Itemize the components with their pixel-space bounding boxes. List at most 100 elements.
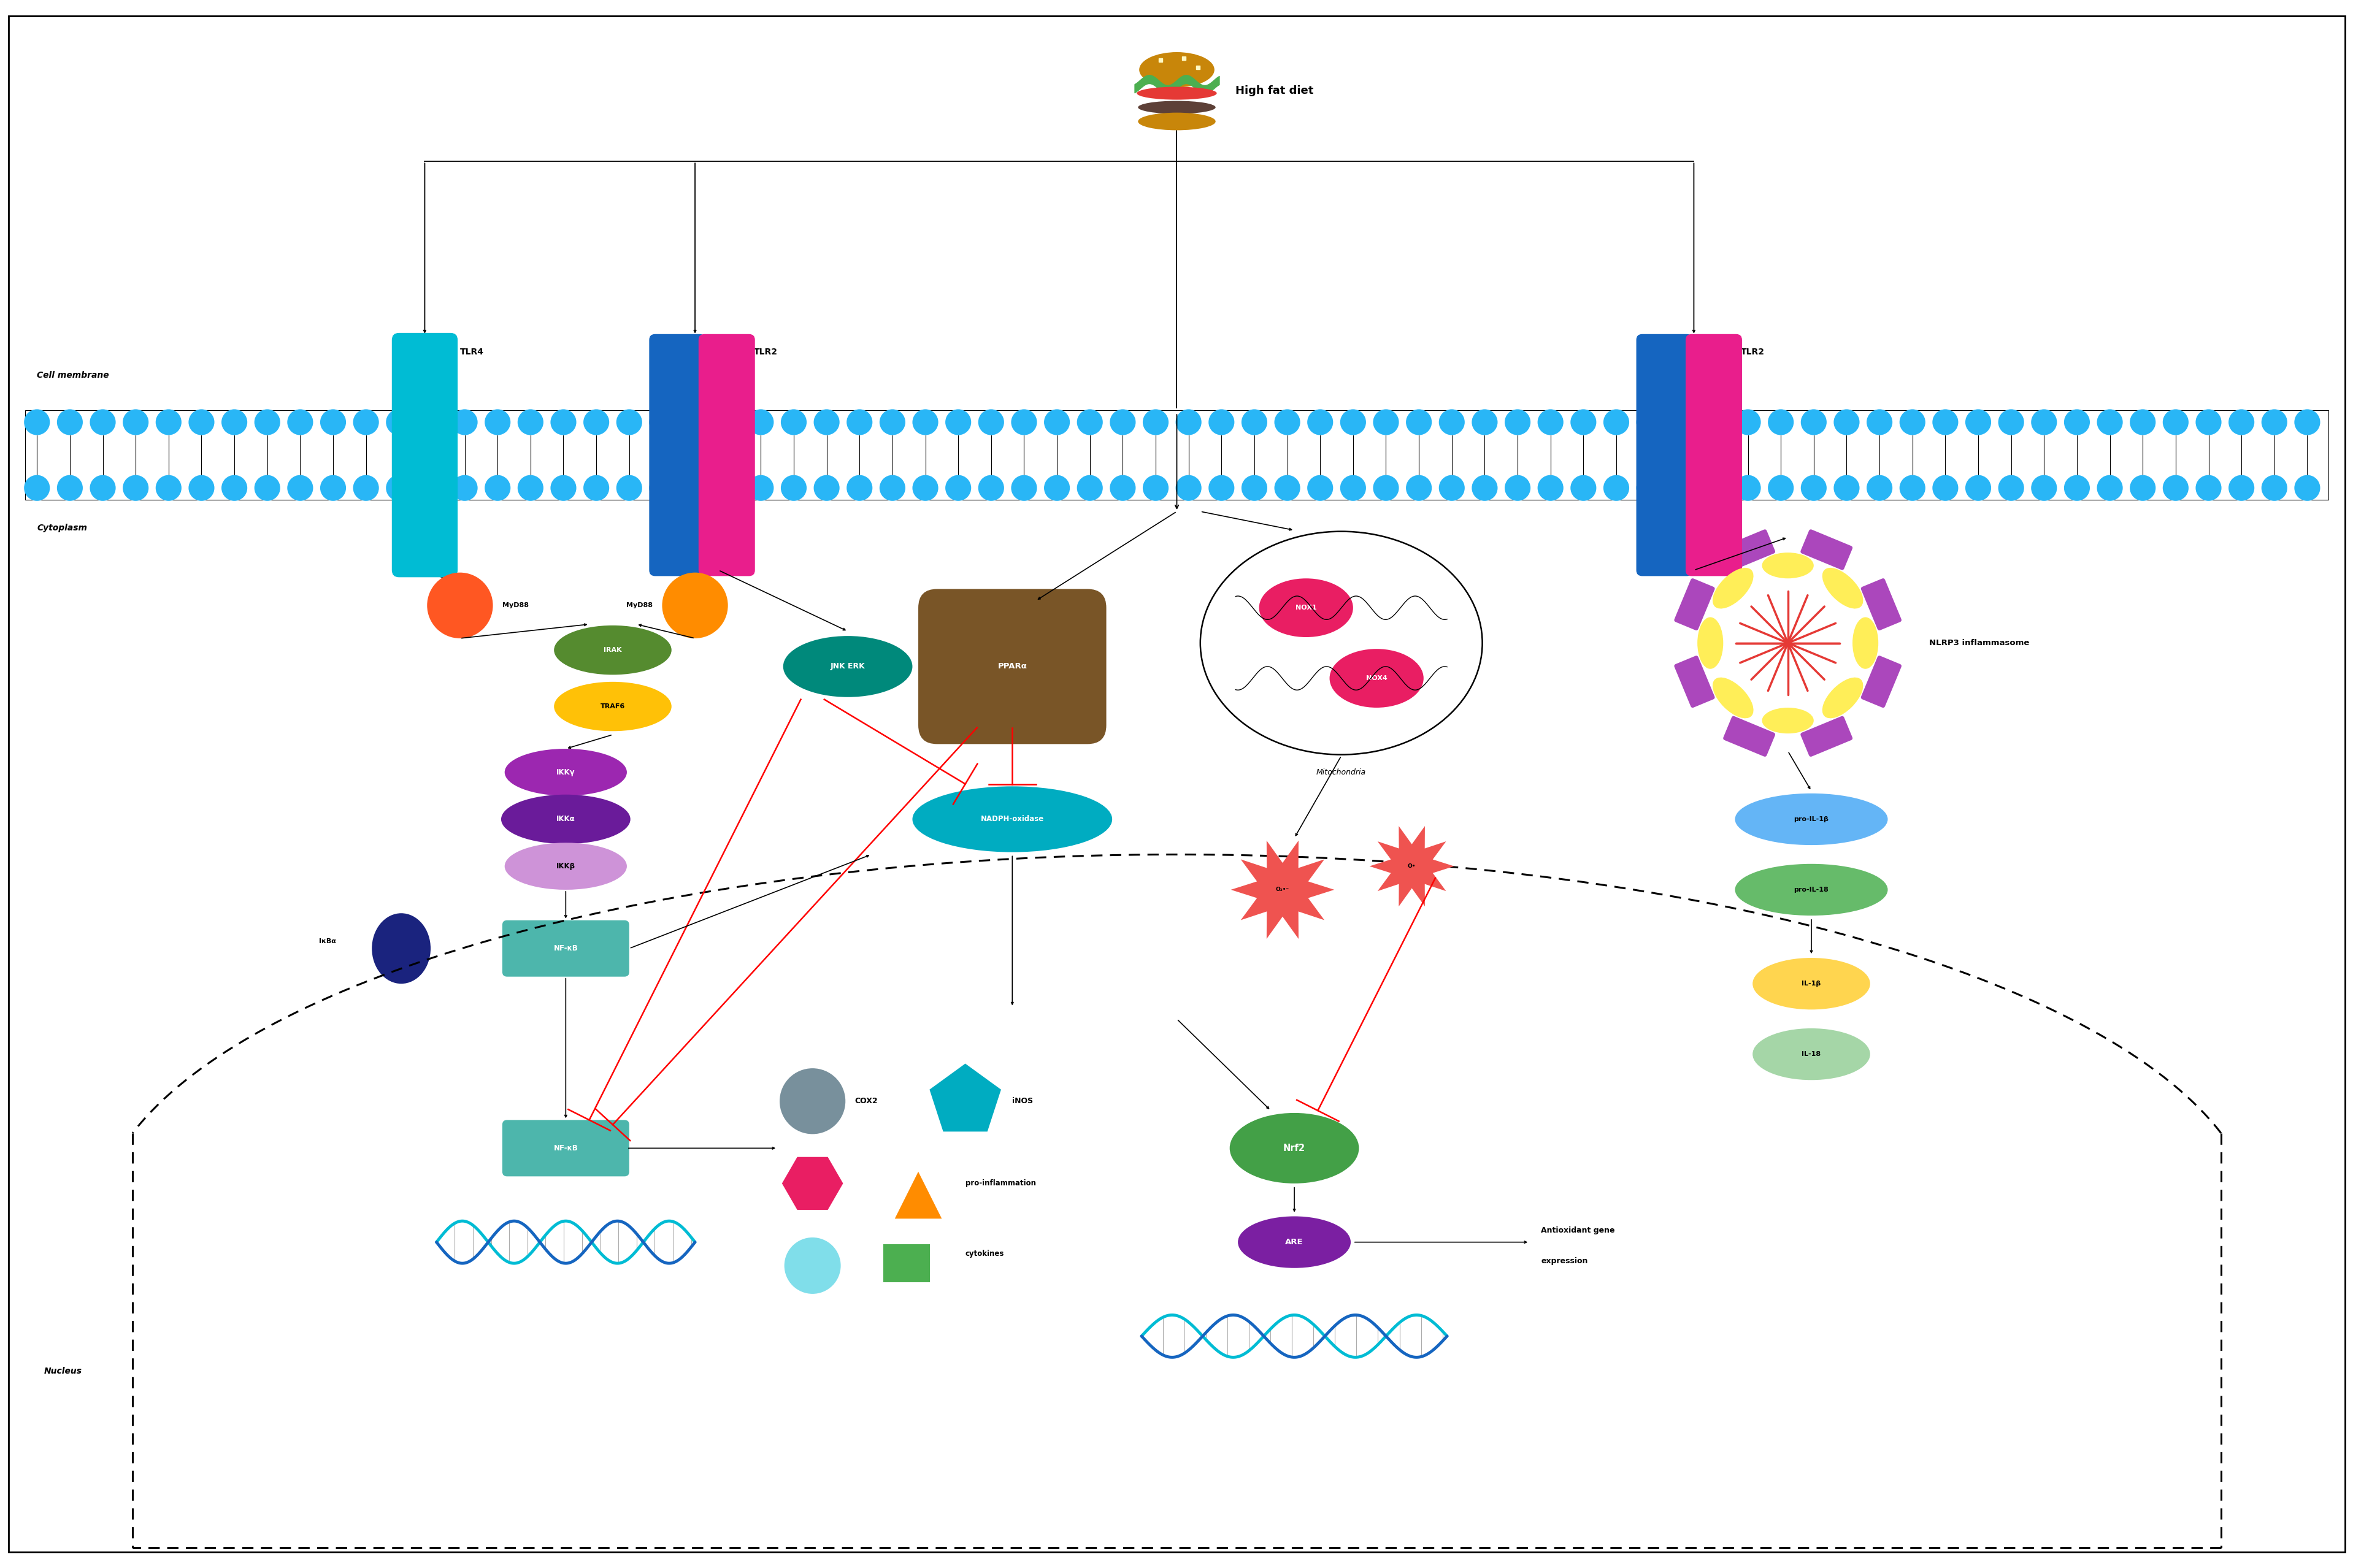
Circle shape: [1306, 475, 1332, 500]
Circle shape: [56, 475, 82, 500]
Circle shape: [1998, 409, 2024, 434]
Circle shape: [89, 409, 115, 434]
Circle shape: [2031, 409, 2057, 434]
Circle shape: [1668, 409, 1694, 434]
Ellipse shape: [501, 795, 631, 844]
Circle shape: [1899, 409, 1925, 434]
Circle shape: [1866, 475, 1892, 500]
Text: Antioxidant gene: Antioxidant gene: [1541, 1226, 1614, 1234]
Polygon shape: [1369, 826, 1454, 906]
Circle shape: [1899, 475, 1925, 500]
Circle shape: [188, 409, 214, 434]
Circle shape: [24, 409, 49, 434]
Circle shape: [2064, 409, 2089, 434]
Circle shape: [1701, 409, 1727, 434]
Ellipse shape: [1329, 649, 1424, 707]
Circle shape: [946, 409, 972, 434]
Ellipse shape: [1228, 1113, 1358, 1184]
Circle shape: [2162, 409, 2188, 434]
Circle shape: [2228, 409, 2254, 434]
Ellipse shape: [1139, 52, 1214, 88]
Circle shape: [584, 475, 609, 500]
Circle shape: [1569, 475, 1595, 500]
Circle shape: [616, 475, 642, 500]
Ellipse shape: [553, 682, 671, 731]
Circle shape: [1471, 409, 1497, 434]
Circle shape: [1240, 409, 1266, 434]
Circle shape: [1569, 409, 1595, 434]
Circle shape: [1537, 409, 1562, 434]
Circle shape: [847, 409, 873, 434]
Ellipse shape: [1734, 864, 1887, 916]
Circle shape: [221, 475, 247, 500]
Text: TRAF6: TRAF6: [600, 704, 626, 710]
Circle shape: [1471, 475, 1497, 500]
Circle shape: [847, 475, 873, 500]
Text: pro-inflammation: pro-inflammation: [965, 1179, 1035, 1187]
Circle shape: [682, 409, 708, 434]
Circle shape: [1372, 475, 1398, 500]
Circle shape: [1734, 475, 1760, 500]
Circle shape: [452, 409, 478, 434]
Circle shape: [1240, 475, 1266, 500]
Circle shape: [880, 409, 906, 434]
Text: IκBα: IκBα: [320, 938, 336, 944]
Circle shape: [56, 409, 82, 434]
Circle shape: [353, 409, 379, 434]
Circle shape: [682, 475, 708, 500]
Circle shape: [1932, 409, 1958, 434]
Text: NOX1: NOX1: [1294, 605, 1315, 612]
Circle shape: [1012, 409, 1038, 434]
Text: ARE: ARE: [1285, 1239, 1304, 1247]
Polygon shape: [929, 1063, 1000, 1132]
Circle shape: [715, 409, 741, 434]
Circle shape: [426, 572, 492, 638]
FancyBboxPatch shape: [1685, 334, 1741, 575]
Polygon shape: [894, 1171, 941, 1218]
Circle shape: [485, 475, 511, 500]
Circle shape: [551, 409, 576, 434]
Circle shape: [616, 409, 642, 434]
Circle shape: [1372, 409, 1398, 434]
Ellipse shape: [1821, 568, 1864, 608]
Circle shape: [1767, 409, 1793, 434]
Text: pro-IL-18: pro-IL-18: [1793, 886, 1828, 892]
Circle shape: [814, 409, 840, 434]
Circle shape: [1833, 475, 1859, 500]
Circle shape: [979, 475, 1005, 500]
Text: COX2: COX2: [854, 1098, 878, 1105]
Circle shape: [1602, 409, 1628, 434]
Circle shape: [2064, 475, 2089, 500]
Ellipse shape: [1139, 100, 1214, 114]
Circle shape: [1701, 475, 1727, 500]
Circle shape: [1965, 409, 1991, 434]
Circle shape: [1176, 475, 1200, 500]
Text: MyD88: MyD88: [626, 602, 652, 608]
Circle shape: [814, 475, 840, 500]
Circle shape: [649, 475, 675, 500]
Text: High fat diet: High fat diet: [1235, 85, 1313, 96]
Circle shape: [122, 409, 148, 434]
Text: Nucleus: Nucleus: [45, 1367, 82, 1375]
FancyBboxPatch shape: [501, 920, 628, 977]
Text: MyD88: MyD88: [501, 602, 529, 608]
Text: TLR2: TLR2: [1741, 348, 1765, 356]
Circle shape: [1635, 475, 1661, 500]
FancyBboxPatch shape: [1800, 530, 1852, 571]
Circle shape: [979, 409, 1005, 434]
Ellipse shape: [372, 913, 431, 983]
Text: Nrf2: Nrf2: [1282, 1143, 1306, 1152]
Circle shape: [2097, 475, 2122, 500]
Circle shape: [155, 475, 181, 500]
Circle shape: [1111, 475, 1136, 500]
Circle shape: [2031, 475, 2057, 500]
Circle shape: [419, 475, 445, 500]
Circle shape: [779, 1068, 845, 1134]
Circle shape: [1405, 409, 1431, 434]
Text: TLR4: TLR4: [459, 348, 485, 356]
Ellipse shape: [1753, 958, 1871, 1010]
Circle shape: [1339, 475, 1365, 500]
Circle shape: [188, 475, 214, 500]
Circle shape: [386, 409, 412, 434]
Circle shape: [1668, 475, 1694, 500]
